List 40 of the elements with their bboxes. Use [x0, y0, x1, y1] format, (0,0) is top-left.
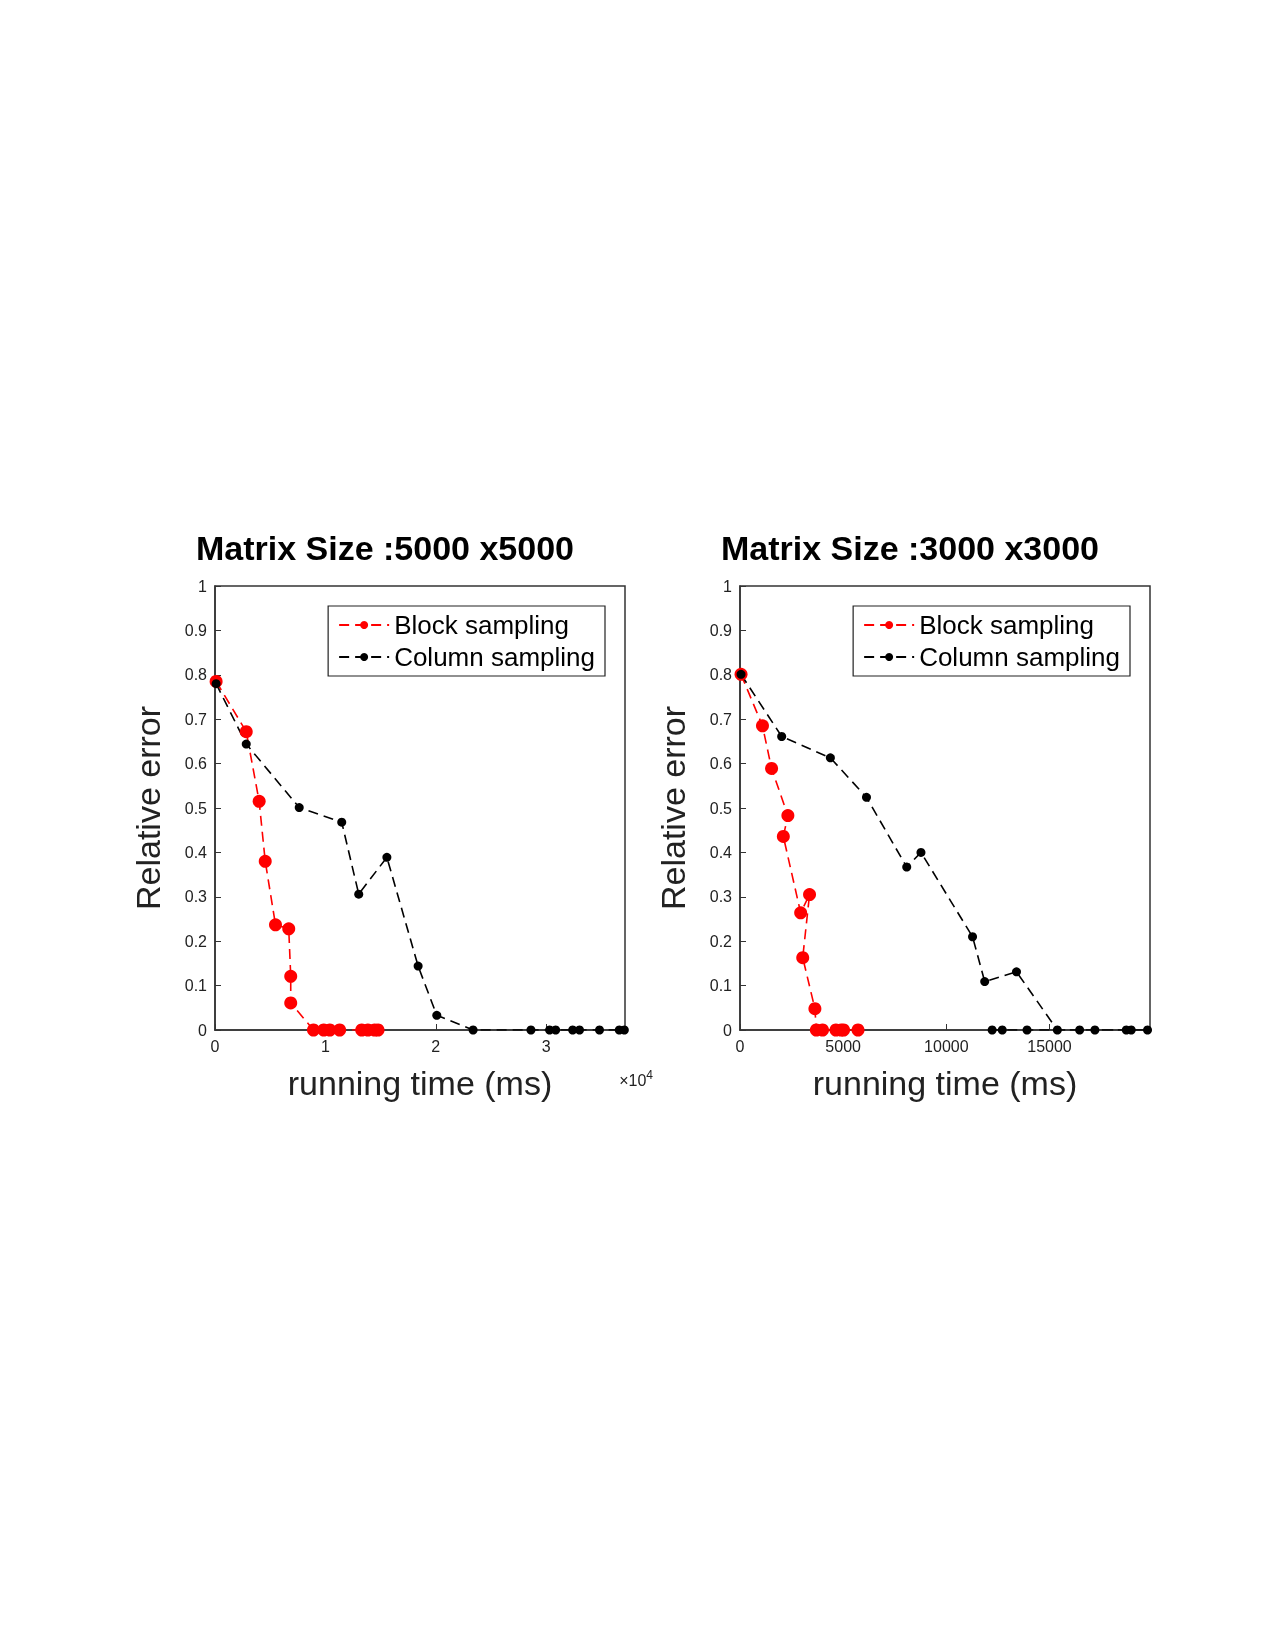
y-tick-label: 0 [723, 1021, 733, 1039]
y-tick-label: 0.9 [709, 621, 733, 639]
legend-label: Column sampling [919, 642, 1121, 672]
x-tick-label: 0 [210, 1037, 220, 1055]
y-tick-label: 0.4 [184, 843, 208, 861]
x-axis-title: running time (ms) [812, 1064, 1078, 1102]
y-tick-label: 1 [723, 577, 733, 595]
legend-label: Column sampling [394, 642, 596, 672]
y-axis-title: Relative error [129, 705, 167, 911]
legend-label: Block sampling [394, 610, 569, 640]
y-axis-title: Relative error [654, 705, 692, 911]
x-tick-label: 10000 [924, 1037, 969, 1055]
y-tick-label: 0 [198, 1021, 208, 1039]
y-tick-label: 0.3 [184, 888, 208, 906]
x-axis-title: running time (ms) [287, 1064, 553, 1102]
legend-label: Block sampling [919, 610, 1094, 640]
y-tick-label: 0.3 [709, 888, 733, 906]
y-tick-label: 0.7 [184, 710, 208, 728]
x-tick-label: 3 [541, 1037, 551, 1055]
y-tick-label: 0.5 [709, 799, 733, 817]
y-tick-label: 0.6 [709, 755, 733, 773]
chart-title: Matrix Size :5000 x5000 [195, 529, 575, 567]
chart-title: Matrix Size :3000 x3000 [720, 529, 1100, 567]
x-tick-label: 1 [320, 1037, 330, 1055]
y-tick-label: 0.8 [184, 666, 208, 684]
y-tick-label: 0.9 [184, 621, 208, 639]
y-tick-label: 0.8 [709, 666, 733, 684]
y-tick-label: 1 [198, 577, 208, 595]
y-tick-label: 0.2 [184, 932, 208, 950]
y-tick-label: 0.7 [709, 710, 733, 728]
y-tick-label: 0.2 [709, 932, 733, 950]
y-tick-label: 0.4 [709, 843, 733, 861]
x-tick-label: 15000 [1027, 1037, 1072, 1055]
x-tick-label: 0 [735, 1037, 745, 1055]
y-tick-label: 0.5 [184, 799, 208, 817]
y-tick-label: 0.1 [184, 977, 208, 995]
x-tick-label: 5000 [825, 1037, 862, 1055]
x-tick-label: 2 [431, 1037, 441, 1055]
y-tick-label: 0.1 [709, 977, 733, 995]
y-tick-label: 0.6 [184, 755, 208, 773]
